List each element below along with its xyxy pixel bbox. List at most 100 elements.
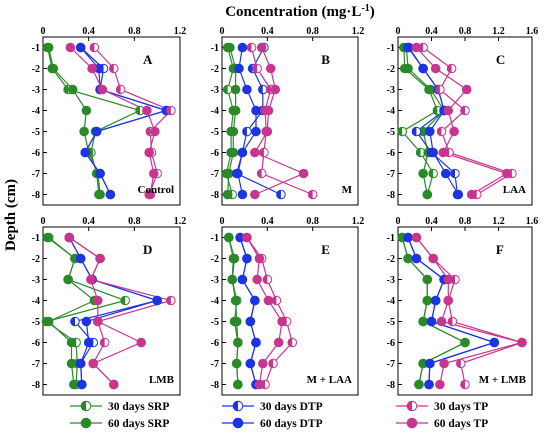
data-point-srp bbox=[233, 337, 243, 348]
data-point-srp bbox=[460, 337, 470, 348]
panel-a: 0 0.4 0.8 1.2 -1 -2 -3 -4 -5 -6 -7 -8 A Control bbox=[32, 26, 186, 206]
data-point-tp bbox=[436, 126, 447, 137]
data-point-tp bbox=[271, 295, 282, 306]
data-point-dtp bbox=[237, 189, 248, 200]
y-tick-label: -1 bbox=[211, 43, 219, 54]
treatment-label: M + LAA bbox=[307, 374, 352, 386]
data-point-dtp bbox=[450, 168, 460, 179]
y-tick-label: -3 bbox=[211, 275, 219, 286]
data-point-tp bbox=[259, 147, 269, 158]
data-point-tp bbox=[95, 253, 105, 264]
data-point-srp bbox=[120, 295, 130, 306]
data-point-tp bbox=[250, 147, 260, 158]
data-point-tp bbox=[460, 105, 470, 116]
y-tick-label: -8 bbox=[211, 190, 219, 201]
series-line-tp-60-days bbox=[415, 47, 509, 196]
y-tick-label: -4 bbox=[211, 106, 219, 117]
data-point-tp bbox=[263, 105, 274, 116]
data-point-tp bbox=[166, 295, 176, 306]
legend-label: 30 days TP bbox=[434, 401, 488, 413]
data-point-srp bbox=[428, 168, 438, 179]
data-point-dtp bbox=[81, 316, 92, 327]
data-point-tp bbox=[142, 105, 152, 116]
series-line-dtp-60-days bbox=[407, 237, 497, 385]
treatment-label: M + LMB bbox=[479, 374, 527, 386]
data-point-tp bbox=[256, 42, 267, 53]
data-point-tp bbox=[97, 84, 108, 95]
data-point-srp bbox=[224, 168, 234, 179]
x-tick-label: 0.4 bbox=[261, 216, 274, 227]
legend-label: 60 days SRP bbox=[108, 418, 169, 430]
x-tick-label: 1.2 bbox=[174, 216, 187, 227]
data-point-tp bbox=[144, 147, 154, 158]
x-tick-label: 0 bbox=[41, 26, 46, 37]
y-tick-label: -7 bbox=[32, 169, 40, 180]
x-tick-label: 0.8 bbox=[306, 26, 319, 37]
x-tick-label: 1.6 bbox=[526, 26, 539, 37]
legend-marker bbox=[232, 417, 244, 429]
data-point-srp bbox=[66, 337, 77, 348]
y-tick-label: -1 bbox=[32, 43, 40, 54]
y-tick-label: -1 bbox=[32, 233, 40, 244]
y-tick-label: -6 bbox=[32, 148, 40, 159]
data-point-tp bbox=[148, 168, 159, 179]
data-point-tp bbox=[460, 379, 470, 390]
panel-letter: E bbox=[321, 242, 330, 257]
data-point-tp bbox=[277, 316, 287, 327]
treatment-label: Control bbox=[138, 184, 174, 196]
treatment-label: M bbox=[342, 184, 353, 196]
data-point-srp bbox=[224, 232, 234, 243]
data-point-dtp bbox=[276, 189, 286, 200]
x-tick-label: 0.4 bbox=[425, 26, 438, 37]
y-tick-label: -3 bbox=[211, 85, 219, 96]
data-point-dtp bbox=[237, 147, 248, 158]
data-point-dtp bbox=[245, 358, 256, 369]
y-tick-label: -5 bbox=[32, 317, 40, 328]
y-tick-label: -4 bbox=[387, 106, 395, 117]
x-tick-label: 0 bbox=[396, 216, 401, 227]
panel-letter: D bbox=[143, 242, 152, 257]
data-point-srp bbox=[233, 379, 243, 390]
y-tick-label: -1 bbox=[211, 233, 219, 244]
data-point-dtp bbox=[425, 126, 435, 137]
data-point-srp bbox=[225, 42, 235, 53]
legend-label: 30 days SRP bbox=[108, 401, 169, 413]
legend-marker bbox=[80, 417, 92, 429]
data-point-tp bbox=[252, 274, 262, 285]
data-point-tp bbox=[166, 105, 176, 116]
data-point-dtp bbox=[257, 84, 268, 95]
data-point-dtp bbox=[242, 253, 252, 264]
data-point-tp bbox=[93, 295, 103, 306]
y-tick-label: -3 bbox=[387, 275, 395, 286]
data-point-tp bbox=[262, 274, 273, 285]
data-point-tp bbox=[461, 84, 472, 95]
data-point-tp bbox=[88, 358, 99, 369]
data-point-srp bbox=[79, 126, 89, 137]
panel-c: 0 0.4 0.8 1.2 1.6 -1 -2 -3 -4 -5 -6 -7 -8 C LAA bbox=[387, 26, 539, 206]
data-point-srp bbox=[222, 84, 233, 95]
x-tick-label: 0.8 bbox=[459, 26, 472, 37]
data-point-tp bbox=[265, 63, 276, 74]
y-tick-label: -2 bbox=[32, 254, 40, 265]
data-point-srp bbox=[422, 274, 433, 285]
y-tick-label: -6 bbox=[32, 338, 40, 349]
legend: 30 days SRP 60 days SRP 30 days DTP 60 days… bbox=[70, 400, 488, 430]
data-point-dtp bbox=[75, 358, 86, 369]
y-tick-label: -7 bbox=[32, 359, 40, 370]
data-point-dtp bbox=[152, 295, 162, 306]
y-tick-label: -2 bbox=[387, 64, 395, 75]
panel-b: 0 0.4 0.8 1.2 -1 -2 -3 -4 -5 -6 -7 -8 B M bbox=[211, 26, 364, 206]
x-tick-label: 0 bbox=[41, 216, 46, 227]
data-point-dtp bbox=[426, 316, 437, 327]
data-point-dtp bbox=[245, 316, 256, 327]
y-tick-label: -4 bbox=[387, 296, 395, 307]
data-point-tp bbox=[443, 105, 454, 116]
data-point-srp bbox=[403, 63, 413, 74]
data-point-tp bbox=[108, 379, 119, 390]
data-point-srp bbox=[43, 232, 54, 243]
legend-item: 60 days TP bbox=[396, 417, 488, 430]
panel-letter: F bbox=[496, 242, 504, 257]
y-tick-label: -2 bbox=[387, 254, 395, 265]
data-point-dtp bbox=[430, 295, 441, 306]
panels-group: 0 0.4 0.8 1.2 -1 -2 -3 -4 -5 -6 -7 -8 A Control 0 0.4 0.… bbox=[32, 26, 539, 396]
